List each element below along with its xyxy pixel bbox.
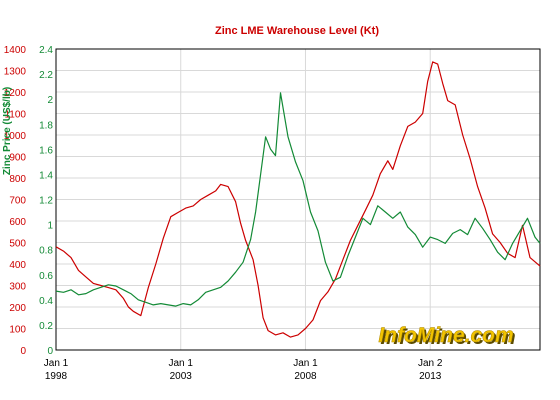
y-left-tick-10: 1000 xyxy=(4,131,27,142)
y-right-tick-11: 2.2 xyxy=(39,70,53,81)
x-axis-tick-labels: Jan 1 1998 Jan 1 2003 Jan 1 2008 Jan 2 2013 xyxy=(44,358,443,382)
x-tick-0-line2: 1998 xyxy=(45,371,68,382)
y-right-tick-6: 1.2 xyxy=(39,196,53,207)
y-right-tick-9: 1.8 xyxy=(39,120,53,131)
y-axis-right-tick-labels: 0 0.2 0.4 0.6 0.8 1 1.2 1.4 1.6 1.8 2 2.2 2.4 xyxy=(39,45,53,357)
y-left-tick-7: 700 xyxy=(9,196,26,207)
y-right-tick-12: 2.4 xyxy=(39,45,53,56)
y-left-tick-12: 1200 xyxy=(4,88,27,99)
warehouse-level-line xyxy=(55,61,541,338)
y-right-tick-2: 0.4 xyxy=(39,296,53,307)
watermark: InfoMine.com xyxy=(378,324,513,347)
y-axis-left-tick-labels: 0 100 200 300 400 500 600 700 800 900 1000 1100 1200… xyxy=(4,45,27,357)
chart-title: Zinc LME Warehouse Level (Kt) xyxy=(215,25,379,37)
gridlines xyxy=(55,48,540,351)
y-left-tick-8: 800 xyxy=(9,174,26,185)
y-left-tick-3: 300 xyxy=(9,282,26,293)
watermark-shadow: InfoMine.com xyxy=(380,326,515,349)
y-left-tick-4: 400 xyxy=(9,260,26,271)
zinc-price-line xyxy=(55,92,541,307)
x-tick-2-line1: Jan 1 xyxy=(293,358,318,369)
y-right-tick-3: 0.6 xyxy=(39,271,53,282)
y-left-tick-5: 500 xyxy=(9,239,26,250)
y-left-tick-9: 900 xyxy=(9,153,26,164)
x-tick-0-line1: Jan 1 xyxy=(44,358,69,369)
x-tick-1-line1: Jan 1 xyxy=(169,358,194,369)
y-right-tick-1: 0.2 xyxy=(39,321,53,332)
y-left-tick-2: 200 xyxy=(9,303,26,314)
x-tick-2-line2: 2008 xyxy=(294,371,317,382)
y-left-tick-1: 100 xyxy=(9,325,26,336)
y-right-tick-10: 2 xyxy=(47,95,53,106)
y-right-tick-7: 1.4 xyxy=(39,170,53,181)
y-left-tick-14: 1400 xyxy=(4,45,27,56)
y-axis-right-label: Zinc Price (US$/lb) xyxy=(2,87,13,175)
y-left-tick-0: 0 xyxy=(20,346,26,357)
x-tick-1-line2: 2003 xyxy=(170,371,193,382)
y-right-tick-8: 1.6 xyxy=(39,145,53,156)
y-right-tick-5: 1 xyxy=(47,221,53,232)
y-left-tick-6: 600 xyxy=(9,217,26,228)
x-tick-3-line2: 2013 xyxy=(419,371,442,382)
y-right-tick-4: 0.8 xyxy=(39,246,53,257)
series-lines xyxy=(55,61,541,338)
y-left-tick-11: 1100 xyxy=(4,110,26,121)
x-tick-3-line1: Jan 2 xyxy=(418,358,443,369)
y-left-tick-13: 1300 xyxy=(4,67,27,78)
y-right-tick-0: 0 xyxy=(47,346,53,357)
plot-area xyxy=(55,48,541,351)
